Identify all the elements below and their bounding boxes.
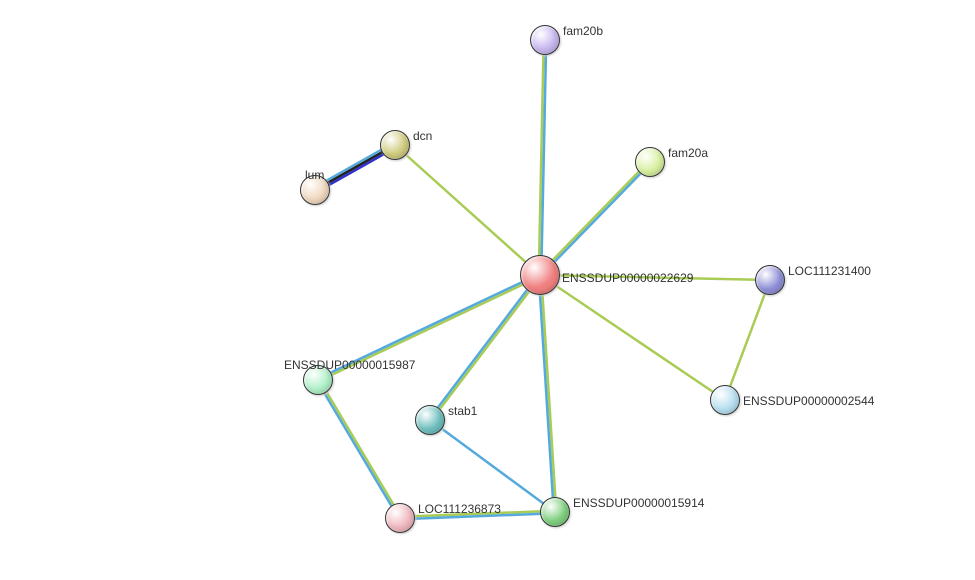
edge [319,379,401,517]
edge [430,420,555,512]
edge [540,275,770,280]
edge [431,276,541,421]
edge [539,275,554,512]
edge [319,276,541,381]
edge [317,381,399,519]
edge [540,275,725,400]
node-dcn[interactable] [380,130,410,160]
edge [429,274,539,419]
node-loc873[interactable] [385,503,415,533]
node-stab1[interactable] [415,405,445,435]
node-lum[interactable] [300,175,330,205]
node-e15987[interactable] [303,365,333,395]
edge [317,274,539,379]
node-fam20a[interactable] [635,147,665,177]
edge [725,280,770,400]
node-loc400[interactable] [755,265,785,295]
node-e15914[interactable] [540,497,570,527]
graph-canvas: ENSSDUP00000022629fam20bdcnlumfam20aLOC1… [0,0,975,580]
edge-layer [0,0,975,580]
node-e2544[interactable] [710,385,740,415]
edge [395,145,540,275]
node-fam20b[interactable] [530,25,560,55]
edge [539,161,649,274]
edge [541,275,556,512]
edge [541,163,651,276]
node-center[interactable] [520,255,560,295]
